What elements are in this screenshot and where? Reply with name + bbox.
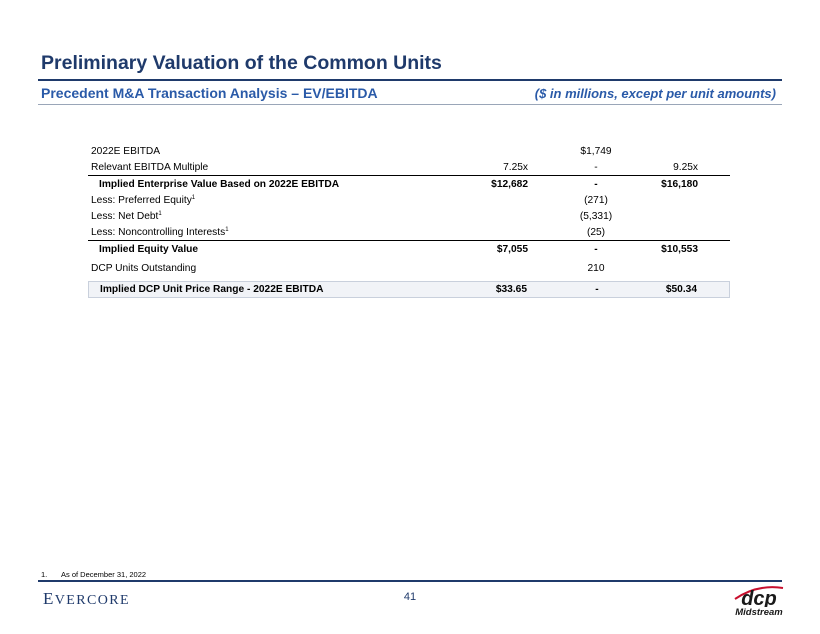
row-units-outstanding: DCP Units Outstanding 210 — [88, 260, 730, 276]
row-preferred-equity: Less: Preferred Equity1 (271) — [88, 192, 730, 208]
footnote: 1. As of December 31, 2022 — [41, 570, 146, 579]
row-label: 2022E EBITDA — [91, 146, 161, 157]
dcp-midstream-logo: dcp Midstream — [733, 583, 785, 621]
page-number: 41 — [403, 591, 417, 603]
subtitle-divider — [38, 104, 782, 105]
row-value-low: $12,682 — [491, 179, 528, 190]
dcp-logo-subtext: Midstream — [735, 607, 783, 618]
row-value-high: 9.25x — [673, 162, 698, 173]
section-subtitle: Precedent M&A Transaction Analysis – EV/… — [41, 85, 378, 101]
row-separator: - — [594, 244, 598, 255]
row-separator: - — [595, 284, 599, 295]
row-label: Implied DCP Unit Price Range - 2022E EBI… — [100, 284, 324, 295]
row-implied-ev: Implied Enterprise Value Based on 2022E … — [88, 175, 730, 192]
row-separator: - — [594, 162, 598, 173]
footnote-ref: 1 — [191, 195, 196, 201]
row-noncontrolling: Less: Noncontrolling Interests1 (25) — [88, 224, 730, 240]
row-value-low: $7,055 — [496, 244, 528, 255]
units-note: ($ in millions, except per unit amounts) — [534, 86, 776, 101]
row-value-low: $33.65 — [495, 284, 527, 295]
row-value-low: 7.25x — [503, 162, 528, 173]
svg-text:dcp: dcp — [741, 588, 777, 607]
row-separator: - — [594, 179, 598, 190]
row-label: Less: Noncontrolling Interests1 — [91, 227, 229, 238]
row-multiple: Relevant EBITDA Multiple 7.25x - 9.25x — [88, 159, 730, 175]
footnote-ref: 1 — [225, 227, 229, 233]
valuation-table: 2022E EBITDA $1,749 Relevant EBITDA Mult… — [88, 143, 730, 298]
evercore-logo: EVERCORE — [43, 589, 130, 608]
row-value-mid: (5,331) — [579, 211, 613, 222]
row-value-mid: (271) — [584, 195, 608, 206]
row-ebitda: 2022E EBITDA $1,749 — [88, 143, 730, 159]
footnote-text: As of December 31, 2022 — [61, 570, 147, 579]
row-label: DCP Units Outstanding — [91, 263, 197, 274]
row-value-high: $50.34 — [665, 284, 697, 295]
row-implied-equity: Implied Equity Value $7,055 - $10,553 — [88, 240, 730, 257]
page-title: Preliminary Valuation of the Common Unit… — [41, 52, 442, 74]
row-label: Implied Enterprise Value Based on 2022E … — [99, 179, 340, 190]
row-label: Relevant EBITDA Multiple — [91, 162, 209, 173]
row-value-mid: $1,749 — [580, 146, 612, 157]
footer-divider — [38, 580, 782, 582]
row-value-high: $10,553 — [661, 244, 698, 255]
title-divider — [38, 79, 782, 81]
row-label: Implied Equity Value — [99, 244, 199, 255]
footnote-ref: 1 — [158, 211, 162, 217]
row-value-mid: 210 — [587, 263, 605, 274]
row-net-debt: Less: Net Debt1 (5,331) — [88, 208, 730, 224]
row-value-high: $16,180 — [661, 179, 698, 190]
row-label: Less: Net Debt1 — [91, 211, 162, 222]
row-price-range: Implied DCP Unit Price Range - 2022E EBI… — [88, 281, 730, 298]
dcp-logo-mark: dcp — [734, 586, 784, 607]
row-label: Less: Preferred Equity1 — [91, 195, 196, 206]
row-value-mid: (25) — [586, 227, 606, 238]
footnote-number: 1. — [41, 570, 48, 579]
